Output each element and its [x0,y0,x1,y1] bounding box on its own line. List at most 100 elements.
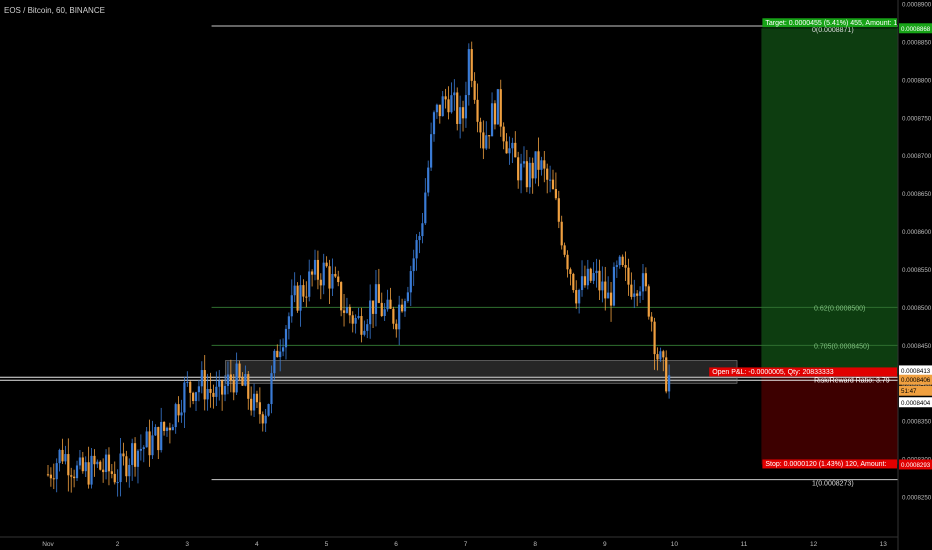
candle-body [560,221,563,246]
candle-body [638,291,642,296]
candle-body [476,99,479,122]
candle-body [247,374,250,399]
candle-body [232,380,235,393]
candle-body [119,453,122,483]
y-tick-label: 0.0008800 [902,77,932,84]
candle-body [490,103,494,137]
candle-body [183,382,186,413]
candle-body [595,270,598,274]
candle-body [409,271,412,293]
x-tick-label: 10 [671,541,679,548]
candle-body [366,324,369,331]
candle-body [113,473,116,483]
target-label-bg [762,18,897,28]
stop-label: Stop: 0.0000120 (1.43%) 120, Amount: [765,461,886,468]
candle-body [93,455,96,465]
candle-body [575,290,578,304]
candle-body [543,160,546,169]
candle-body [459,107,462,124]
stop-label-bg [762,459,897,469]
y-tick-label: 0.0008550 [902,267,932,274]
x-tick-label: 13 [880,541,888,548]
candle-body [287,316,290,329]
candle-body [557,198,560,222]
candle-body [650,316,653,322]
candle-body [427,167,430,193]
candle-body [244,374,247,386]
candle-body [160,421,163,451]
candle-body [104,454,108,473]
candle-body [517,157,520,181]
candle-body [290,295,293,317]
candle-body [473,80,476,100]
candle-body [58,449,61,464]
y-tick-label: 0.0008700 [902,153,932,160]
candle-body [334,273,337,277]
candle-body [142,447,145,449]
candle-body [363,330,366,335]
candle-body [252,393,256,411]
candle-body [615,265,618,267]
fib-label: 0.705(0.0008450) [814,343,869,350]
candle-body [87,462,90,485]
candle-body [482,132,485,149]
candle-body [607,292,610,299]
candle-body [61,449,64,462]
candle-body [235,363,238,393]
candle-body [139,448,142,451]
time-axis[interactable]: Nov 2 3 4 5 6 7 8 9 10 11 12 13 [0,536,898,548]
candle-body [519,163,523,181]
candle-body [67,454,70,476]
candle-body [331,273,334,289]
candle-body [328,266,331,289]
candle-body [441,96,444,117]
candle-body [624,264,627,268]
candle-body [374,284,378,314]
candle-body [398,304,401,330]
candle-body [177,404,180,416]
candle-body [456,92,459,124]
candle-body [621,256,624,265]
candle-body [218,380,221,387]
candle-body [499,89,502,127]
candle-body [302,285,305,297]
candle-body [430,134,433,168]
candle-body [125,456,128,477]
target-price-tag-bg [899,23,932,34]
candle-body [583,276,587,286]
candle-body [299,285,302,311]
candle-body [273,350,276,374]
candle-body [514,142,517,158]
y-tick-label: 0.0008600 [902,229,932,236]
candle-body [46,474,50,476]
candle-body [508,148,511,154]
price-tags: Target: 0.0000455 (5.41%) 455, Amount: 1… [709,18,932,470]
range-box [225,360,738,384]
x-tick-label: 7 [464,541,468,548]
candle-body [537,151,540,170]
candle-body [395,323,398,330]
candle-body [186,381,189,383]
candle-body [511,142,514,149]
x-tick-label: 5 [325,541,329,548]
x-tick-label: 3 [185,541,189,548]
candle-body [241,377,244,386]
candle-body [200,370,203,387]
candle-body [546,168,549,180]
candle-body [311,271,314,275]
y-tick-label: 0.0008850 [902,39,932,46]
candle-body [592,273,595,281]
candle-body [107,454,111,472]
candle-body [267,404,270,416]
candle-body [604,281,607,299]
candle-body [154,427,157,436]
current-price-tag-upper-bg [899,365,932,376]
candle-body [618,256,621,266]
risk-reward-label: Risk/Reward Ratio: 3.79 [814,377,890,384]
candle-body [447,99,450,113]
candle-body [55,463,58,480]
candle-body [633,293,636,297]
candle-body [418,236,421,241]
candle-body [192,392,195,402]
